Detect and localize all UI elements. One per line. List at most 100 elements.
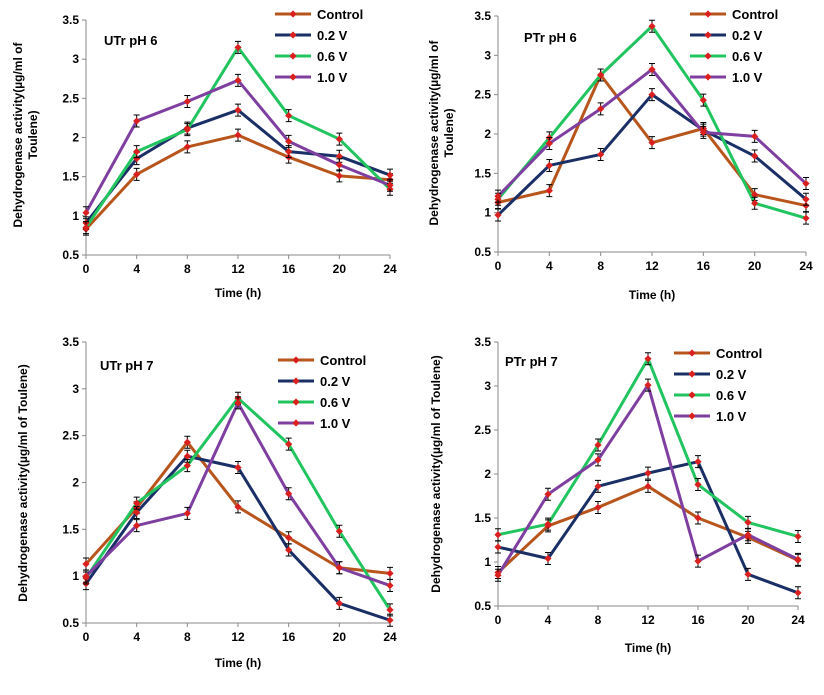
data-point bbox=[335, 161, 343, 169]
x-axis-label: Time (h) bbox=[215, 656, 261, 670]
data-point bbox=[133, 117, 141, 125]
data-point bbox=[751, 152, 759, 160]
data-point bbox=[794, 532, 802, 541]
y-tick-label: 2 bbox=[72, 476, 79, 490]
data-point bbox=[648, 91, 656, 99]
data-point bbox=[594, 503, 602, 512]
x-tick-label: 16 bbox=[697, 259, 711, 273]
x-tick-label: 8 bbox=[597, 259, 604, 273]
legend-marker bbox=[292, 356, 300, 364]
series-line bbox=[84, 78, 391, 214]
data-point bbox=[335, 135, 343, 143]
x-tick-label: 4 bbox=[545, 613, 552, 627]
data-point bbox=[594, 441, 602, 449]
data-point bbox=[234, 76, 242, 84]
y-axis-label-line: Dehydrogenase activity(µg/ml of Toulene) bbox=[16, 364, 30, 601]
x-tick-label: 0 bbox=[83, 630, 90, 644]
x-tick-label: 16 bbox=[282, 262, 296, 276]
data-point bbox=[694, 514, 702, 522]
y-axis-label: Dehydrogenase activity(µg/ml of Toulene) bbox=[429, 355, 443, 592]
data-point bbox=[285, 534, 293, 542]
x-tick-label: 0 bbox=[495, 613, 502, 627]
data-point bbox=[699, 128, 707, 137]
data-point bbox=[183, 462, 191, 470]
data-point bbox=[183, 452, 191, 460]
y-tick-label: 1 bbox=[484, 555, 491, 569]
legend-label: 0.2 V bbox=[716, 367, 747, 382]
y-tick-label: 3 bbox=[484, 379, 491, 393]
legend-label: 1.0 V bbox=[716, 409, 747, 424]
data-point bbox=[648, 22, 656, 30]
data-point bbox=[751, 132, 759, 140]
legend-label: 0.6 V bbox=[732, 49, 763, 64]
legend-label: 0.2 V bbox=[732, 28, 763, 43]
x-axis-label: Time (h) bbox=[625, 641, 671, 655]
y-tick-label: 2 bbox=[484, 127, 491, 141]
data-point bbox=[751, 199, 759, 207]
y-tick-label: 3.5 bbox=[62, 13, 79, 27]
data-point bbox=[133, 499, 141, 507]
data-point bbox=[133, 521, 141, 530]
data-point bbox=[234, 463, 242, 472]
y-tick-label: 1 bbox=[72, 209, 79, 223]
x-tick-label: 8 bbox=[184, 630, 191, 644]
y-axis-label-line: Dehydrogenase activity(µg/ml of Toulene) bbox=[429, 355, 443, 592]
data-point bbox=[82, 572, 90, 580]
data-point bbox=[594, 456, 602, 464]
data-point bbox=[234, 399, 242, 407]
data-point bbox=[494, 571, 502, 579]
data-point bbox=[545, 161, 553, 170]
y-tick-label: 1 bbox=[72, 569, 79, 583]
data-point bbox=[386, 581, 394, 590]
data-point bbox=[644, 469, 652, 477]
y-tick-label: 0.5 bbox=[474, 245, 491, 259]
data-point bbox=[133, 508, 141, 517]
data-point bbox=[544, 554, 552, 563]
data-point bbox=[494, 211, 502, 219]
data-point bbox=[82, 223, 90, 232]
data-point bbox=[234, 131, 242, 139]
data-point bbox=[644, 482, 652, 490]
y-axis-label-line: Toulene) bbox=[442, 108, 456, 157]
data-point bbox=[183, 126, 191, 134]
data-point bbox=[335, 172, 343, 180]
data-point bbox=[335, 152, 343, 160]
legend-marker bbox=[292, 377, 300, 385]
data-point bbox=[794, 589, 802, 597]
legend-label: 1.0 V bbox=[320, 416, 351, 431]
legend-label: Control bbox=[732, 7, 778, 22]
legend-label: 0.2 V bbox=[317, 28, 348, 43]
y-tick-label: 1.5 bbox=[474, 166, 491, 180]
legend-label: 1.0 V bbox=[317, 70, 348, 85]
data-point bbox=[183, 97, 191, 106]
data-point bbox=[335, 564, 343, 572]
data-point bbox=[82, 209, 90, 217]
y-tick-label: 3 bbox=[72, 382, 79, 396]
y-tick-label: 0.5 bbox=[62, 616, 79, 630]
legend-label: 0.6 V bbox=[317, 49, 348, 64]
data-point bbox=[183, 438, 191, 446]
y-axis-label: Dehydrogenase activity(µg/ml of Toulene) bbox=[16, 364, 30, 601]
y-tick-label: 2.5 bbox=[62, 91, 79, 105]
data-point bbox=[386, 569, 394, 577]
legend-marker bbox=[688, 391, 696, 399]
x-axis-label: Time (h) bbox=[215, 286, 261, 300]
series-line bbox=[84, 133, 391, 231]
data-point bbox=[386, 606, 394, 614]
x-tick-label: 24 bbox=[791, 613, 805, 627]
data-point bbox=[234, 43, 242, 52]
chart-title: UTr pH 7 bbox=[100, 358, 153, 373]
legend-label: Control bbox=[317, 7, 363, 22]
data-point bbox=[234, 106, 242, 114]
data-point bbox=[544, 520, 552, 528]
data-point bbox=[544, 490, 552, 498]
chart-panel: 0.5 1 1.5 2 2.5 3 3.5 0 4 8 12 16 20 24 Time (h) Dehydr… bbox=[427, 7, 813, 302]
y-tick-label: 3 bbox=[72, 52, 79, 66]
x-tick-label: 20 bbox=[741, 613, 755, 627]
x-tick-label: 4 bbox=[546, 259, 553, 273]
data-point bbox=[335, 527, 343, 535]
x-tick-label: 20 bbox=[333, 262, 347, 276]
legend-marker bbox=[704, 10, 712, 18]
x-tick-label: 12 bbox=[641, 613, 655, 627]
data-point bbox=[234, 503, 242, 511]
